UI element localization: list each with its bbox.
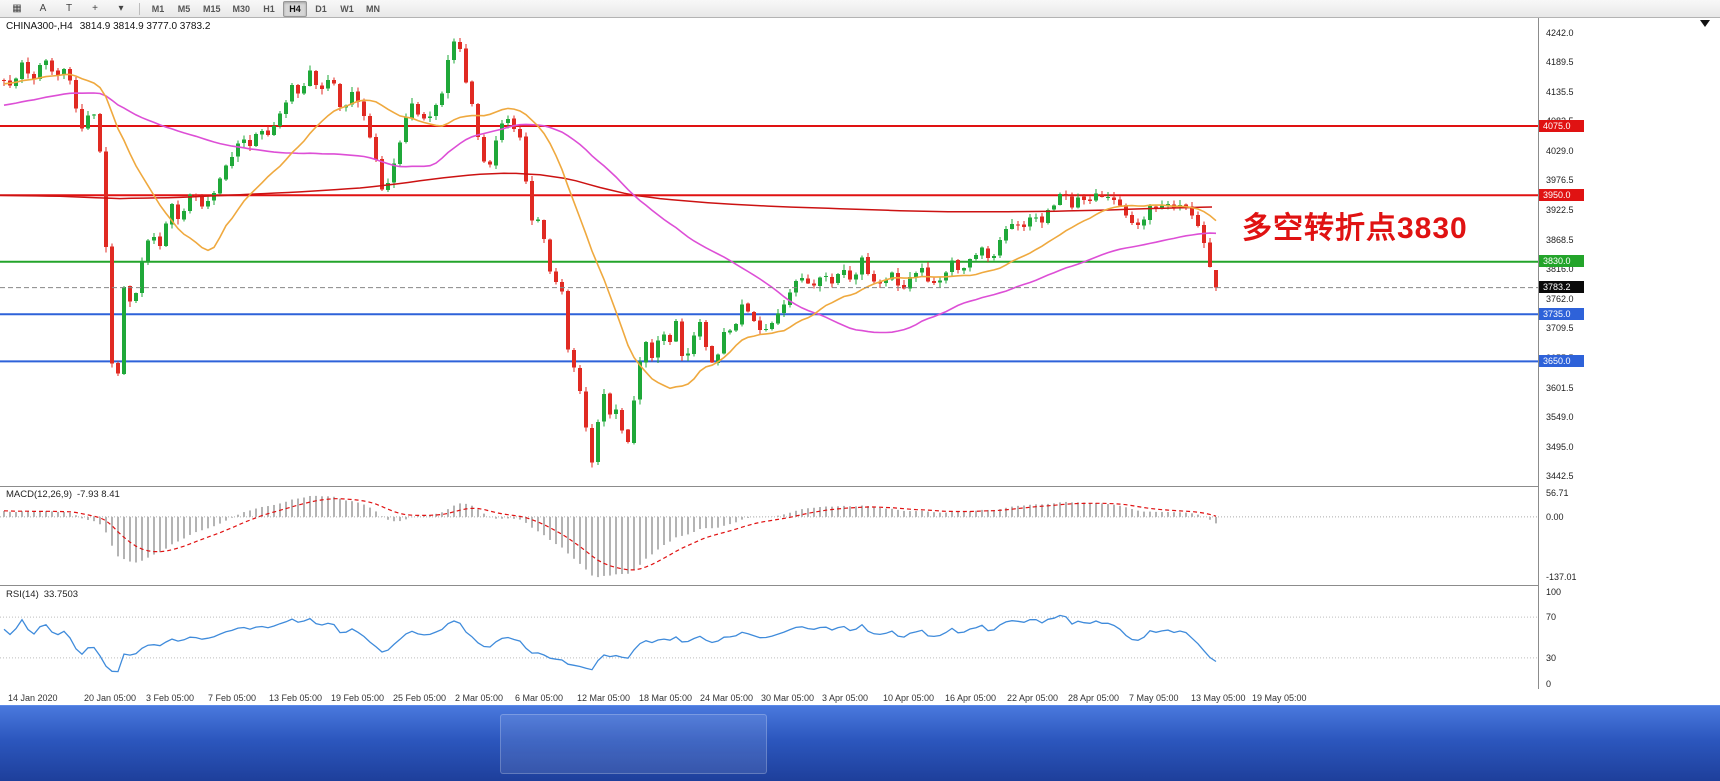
chart-annotation-text: 多空转折点3830 [1242, 212, 1468, 245]
rsi-indicator-label: RSI(14) 33.7503 [6, 589, 78, 600]
timeframe-button-m1[interactable]: M1 [151, 3, 165, 14]
time-axis-label: 13 Feb 05:00 [269, 693, 323, 703]
toolbar: ▦ A T + ▾ M1 M5 M15 M30 H1 H4 D1 W1 MN [0, 0, 1720, 18]
time-axis-label: 3 Apr 05:00 [822, 693, 869, 703]
time-axis-label: 12 Mar 05:00 [577, 693, 631, 703]
macd-axis-label: -137.01 [1546, 572, 1577, 583]
rsi-name: RSI(14) [6, 589, 39, 600]
price-axis[interactable]: 4242.04189.54135.54082.54029.03976.53922… [1539, 0, 1720, 705]
macd-values: -7.93 8.41 [77, 489, 120, 500]
taskbar[interactable] [0, 705, 1720, 781]
timeframe-button-m30[interactable]: M30 [232, 3, 251, 14]
new-chart-icon[interactable]: ▦ [12, 3, 22, 14]
macd-signal-line [3, 498, 1217, 571]
time-axis-label: 7 May 05:00 [1129, 693, 1179, 703]
price-axis-label: 3976.5 [1546, 175, 1574, 186]
price-level-badge: 4075.0 [1539, 119, 1584, 132]
time-axis-label: 30 Mar 05:00 [761, 693, 815, 703]
macd-name: MACD(12,26,9) [6, 489, 72, 500]
time-axis-label: 18 Mar 05:00 [639, 693, 693, 703]
timeframe-button-h1[interactable]: H1 [263, 3, 275, 14]
cursor-tool-icon[interactable]: A [39, 3, 47, 14]
moving-averages-layer [0, 73, 1217, 390]
time-axis-label: 22 Apr 05:00 [1007, 693, 1059, 703]
price-axis-label: 3601.5 [1546, 382, 1574, 393]
time-axis-label: 2 Mar 05:00 [455, 693, 504, 703]
timeframe-button-m5[interactable]: M5 [177, 3, 191, 14]
time-axis-label: 28 Apr 05:00 [1068, 693, 1120, 703]
time-axis-label: 6 Mar 05:00 [515, 693, 564, 703]
chart-shift-marker-icon[interactable] [1700, 20, 1710, 27]
level-lines-layer [0, 125, 1538, 363]
pane-separator-rsi[interactable] [0, 585, 1720, 586]
time-axis[interactable]: 14 Jan 2020 20 Jan 05:00 3 Feb 05:00 7 Feb … [0, 689, 1720, 705]
price-axis-label: 4189.5 [1546, 57, 1574, 68]
price-axis-label: 3442.5 [1546, 470, 1574, 481]
rsi-layer [0, 614, 1538, 673]
chart-ohlc-values: 3814.9 3814.9 3777.0 3783.2 [79, 21, 211, 32]
ma-slow-magenta-line [3, 92, 1217, 334]
price-axis-label: 3868.5 [1546, 234, 1574, 245]
time-axis-label: 19 Feb 05:00 [331, 693, 385, 703]
time-axis-label: 19 May 05:00 [1252, 693, 1307, 703]
timeframe-button-w1[interactable]: W1 [340, 3, 354, 14]
rsi-value: 33.7503 [43, 589, 79, 600]
macd-indicator-label: MACD(12,26,9) -7.93 8.41 [6, 489, 120, 500]
taskbar-window-button[interactable] [500, 714, 767, 774]
price-axis-label: 3549.0 [1546, 411, 1574, 422]
price-axis-label: 3816.0 [1546, 263, 1574, 274]
time-axis-label: 3 Feb 05:00 [146, 693, 195, 703]
time-axis-label: 25 Feb 05:00 [393, 693, 447, 703]
price-level-badge: 3735.0 [1539, 307, 1584, 320]
timeframe-button-h4[interactable]: H4 [283, 0, 308, 17]
rsi-axis-label: 0 [1546, 679, 1552, 689]
candles-layer [2, 37, 1218, 468]
rsi-axis-label: 70 [1546, 612, 1557, 623]
price-axis-label: 3709.5 [1546, 322, 1574, 333]
time-axis-label: 20 Jan 05:00 [84, 693, 137, 703]
time-axis-label: 13 May 05:00 [1191, 693, 1246, 703]
macd-axis-label: 0.00 [1546, 511, 1564, 522]
macd-axis-label: 56.71 [1546, 488, 1569, 498]
price-level-badge: 3650.0 [1539, 354, 1584, 367]
timeframe-button-mn[interactable]: MN [366, 3, 381, 14]
timeframe-button-m15[interactable]: M15 [203, 3, 221, 14]
ma-long-red-line [0, 172, 1213, 213]
chart-header: CHINA300-,H4 3814.9 3814.9 3777.0 3783.2 [6, 21, 210, 32]
dropdown-arrow-icon[interactable]: ▾ [118, 3, 124, 14]
price-level-badge: 3950.0 [1539, 188, 1584, 201]
timeframe-button-group: M1 M5 M15 M30 H1 H4 D1 W1 MN [145, 0, 386, 17]
crosshair-tool-icon[interactable]: + [92, 3, 98, 14]
price-axis-label: 3495.0 [1546, 441, 1574, 452]
price-level-badge: 3830.0 [1539, 255, 1584, 268]
toolbar-tool-group: ▦ A T + ▾ [4, 1, 134, 17]
pane-separator-macd[interactable] [0, 486, 1720, 487]
rsi-axis-label: 100 [1546, 587, 1562, 597]
chart-symbol-title: CHINA300-,H4 [6, 21, 73, 32]
macd-layer [0, 495, 1538, 578]
price-axis-label: 3762.0 [1546, 293, 1574, 304]
timeframe-button-d1[interactable]: D1 [315, 3, 327, 14]
text-tool-icon[interactable]: T [65, 3, 73, 14]
current-price-badge: 3783.2 [1539, 281, 1584, 294]
price-chart[interactable] [0, 0, 1538, 705]
rsi-line [3, 614, 1217, 673]
price-axis-label: 4029.0 [1546, 145, 1574, 156]
price-axis-label: 3922.5 [1546, 204, 1574, 215]
time-axis-label: 7 Feb 05:00 [208, 693, 257, 703]
time-axis-label: 14 Jan 2020 [8, 693, 58, 703]
price-axis-label: 4135.5 [1546, 86, 1574, 97]
price-axis-separator [1538, 18, 1539, 705]
ma-fast-orange-line [3, 73, 1217, 390]
toolbar-separator [139, 2, 140, 15]
price-axis-label: 4242.0 [1546, 28, 1574, 38]
rsi-axis-label: 30 [1546, 652, 1557, 663]
time-axis-label: 24 Mar 05:00 [700, 693, 754, 703]
time-axis-label: 10 Apr 05:00 [883, 693, 935, 703]
time-axis-label: 16 Apr 05:00 [945, 693, 997, 703]
